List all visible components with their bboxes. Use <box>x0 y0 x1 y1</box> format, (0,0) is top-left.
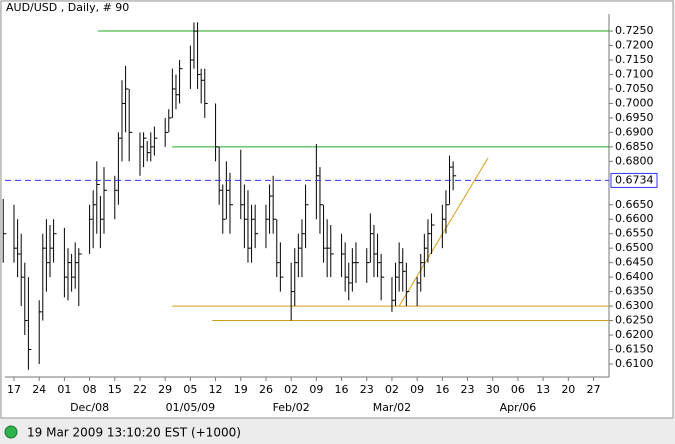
y-tick-label: 0.6950 <box>615 111 654 124</box>
x-tick-label: 12 <box>209 383 223 396</box>
y-tick-label: 0.6800 <box>615 154 654 167</box>
x-tick-label: 19 <box>234 383 248 396</box>
x-tick-label: 06 <box>511 383 525 396</box>
current-price-label: 0.6734 <box>615 173 654 186</box>
x-tick-label: 13 <box>536 383 550 396</box>
chart-title: AUD/USD , Daily, # 90 <box>6 1 129 14</box>
x-tick-label: 09 <box>410 383 424 396</box>
y-tick-label: 0.6250 <box>615 314 654 327</box>
y-tick-label: 0.6450 <box>615 256 654 269</box>
y-tick-label: 0.6550 <box>615 227 654 240</box>
x-tick-label: 27 <box>587 383 601 396</box>
y-tick-label: 0.6150 <box>615 342 654 355</box>
y-tick-label: 0.6400 <box>615 270 654 283</box>
x-tick-label: 16 <box>335 383 349 396</box>
current-price-box <box>610 172 658 188</box>
y-tick-label: 0.6200 <box>615 328 654 341</box>
month-label: Dec/08 <box>70 401 109 414</box>
y-tick-label: 0.7050 <box>615 82 654 95</box>
month-label: 01/05/09 <box>166 401 215 414</box>
y-tick-label: 0.6350 <box>615 285 654 298</box>
y-tick-label: 0.6100 <box>615 357 654 370</box>
y-tick-label: 0.7000 <box>615 96 654 109</box>
x-tick-label: 24 <box>32 383 46 396</box>
y-tick-label: 0.6650 <box>615 198 654 211</box>
x-tick-label: 02 <box>385 383 399 396</box>
x-tick-label: 29 <box>158 383 172 396</box>
y-tick-label: 0.7200 <box>615 39 654 52</box>
y-tick-label: 0.6600 <box>615 212 654 225</box>
trend-line <box>398 157 489 307</box>
y-tick-label: 0.7250 <box>615 24 654 37</box>
x-tick-label: 23 <box>360 383 374 396</box>
y-tick-label: 0.7100 <box>615 67 654 80</box>
y-tick-label: 0.6850 <box>615 140 654 153</box>
y-tick-label: 0.6500 <box>615 241 654 254</box>
x-tick-label: 23 <box>461 383 475 396</box>
x-tick-label: 09 <box>309 383 323 396</box>
x-tick-label: 17 <box>7 383 21 396</box>
x-tick-label: 22 <box>133 383 147 396</box>
month-label: Apr/06 <box>500 401 537 414</box>
x-tick-label: 05 <box>183 383 197 396</box>
y-tick-label: 0.6900 <box>615 125 654 138</box>
y-tick-label: 0.6300 <box>615 299 654 312</box>
x-tick-label: 20 <box>561 383 575 396</box>
y-tick-label: 0.7150 <box>615 53 654 66</box>
x-tick-label: 16 <box>435 383 449 396</box>
x-tick-label: 15 <box>108 383 122 396</box>
month-label: Feb/02 <box>273 401 310 414</box>
footer-timestamp: 19 Mar 2009 13:10:20 EST (+1000) <box>27 426 241 440</box>
x-tick-label: 02 <box>284 383 298 396</box>
x-tick-label: 08 <box>83 383 97 396</box>
x-tick-label: 30 <box>486 383 500 396</box>
chart-frame <box>0 0 674 419</box>
month-label: Mar/02 <box>373 401 411 414</box>
x-tick-label: 01 <box>57 383 71 396</box>
x-tick-label: 26 <box>259 383 273 396</box>
status-dot <box>4 425 18 439</box>
